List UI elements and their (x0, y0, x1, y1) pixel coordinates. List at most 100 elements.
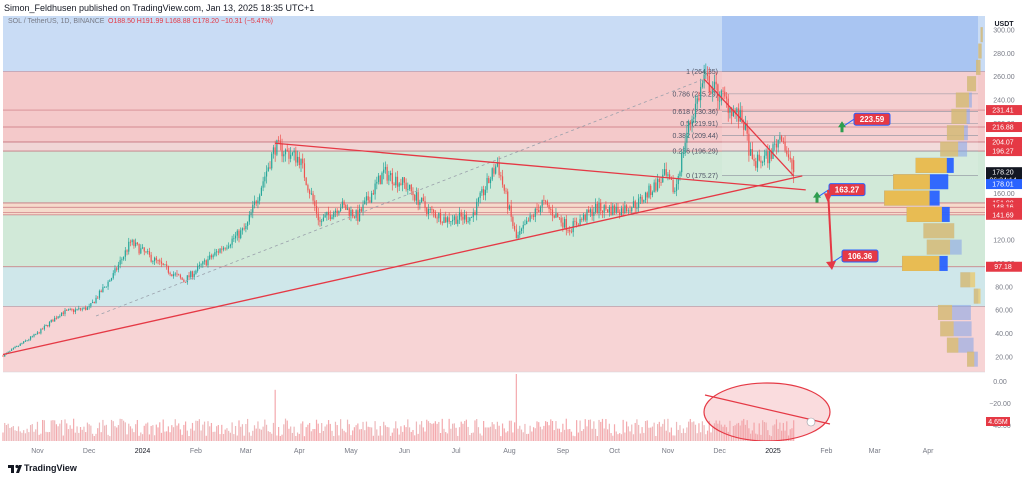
volume-bar (632, 434, 635, 441)
volume-bar (715, 420, 717, 441)
volume-bar (620, 434, 623, 441)
candle-body (59, 316, 61, 317)
volume-bar (317, 423, 319, 441)
candle-body (458, 212, 461, 220)
volume-bar (100, 432, 102, 441)
volume-bar (527, 433, 530, 441)
price-chart[interactable]: 1 (264.35)0.786 (245.29)0.618 (230.36)0.… (0, 14, 1024, 460)
volume-bar (153, 435, 156, 441)
candle-body (557, 213, 559, 218)
candle-body (791, 159, 793, 170)
volume-bar (538, 422, 540, 441)
candle-body (233, 238, 235, 240)
volume-bar (172, 427, 175, 441)
candle-body (660, 182, 662, 183)
candle-body (73, 309, 75, 312)
candle-body (558, 217, 561, 219)
candle-body (176, 273, 178, 275)
candle-body (298, 156, 300, 166)
volume-bar (71, 428, 73, 441)
volume-bar (250, 435, 252, 441)
candle-body (26, 340, 28, 342)
volume-bar (638, 424, 640, 441)
candle-body (784, 141, 786, 151)
candle-body (224, 247, 226, 249)
volume-bar (789, 429, 791, 441)
candle-body (333, 212, 335, 218)
volume-bar (7, 423, 9, 441)
volume-bar (222, 433, 225, 441)
candle-body (24, 340, 26, 342)
volume-bar (124, 422, 126, 441)
volume-bar (167, 426, 169, 441)
volume-bar (581, 430, 583, 441)
volume-bar (619, 433, 621, 441)
time-axis-label: Dec (83, 448, 96, 455)
volume-bar (663, 419, 666, 441)
ohlc-readout: O188.50 H191.99 L168.88 C178.20 −10.31 (… (108, 18, 273, 25)
candle-body (121, 259, 123, 261)
volume-bar (539, 426, 542, 441)
volume-bar (536, 421, 538, 441)
candle-body (772, 144, 774, 159)
candle-body (422, 197, 424, 201)
volume-bar (48, 432, 51, 441)
volume-bar (608, 423, 610, 441)
candle-body (16, 346, 18, 347)
fib-label: 0 (175.27) (686, 173, 718, 180)
volume-bar (426, 419, 428, 441)
candle-body (512, 216, 514, 227)
candle-body (479, 192, 481, 199)
candle-body (353, 216, 356, 218)
volume-bar (617, 434, 619, 441)
volume-bar (321, 423, 323, 441)
fib-label: 0.382 (209.44) (672, 133, 718, 140)
candle-body (781, 136, 783, 142)
candle-body (531, 215, 533, 217)
volume-bar (28, 432, 30, 441)
fib-label: 0.236 (196.29) (672, 149, 718, 156)
volume-bar (412, 429, 414, 441)
candle-body (141, 247, 144, 249)
candle-body (712, 89, 714, 94)
candle-body (748, 133, 750, 156)
volume-bar (705, 434, 707, 441)
volume-bar (420, 421, 423, 441)
candle-body (28, 339, 30, 341)
candle-body (241, 228, 244, 231)
volume-bar (450, 428, 452, 441)
candle-body (453, 216, 455, 220)
candle-body (98, 290, 101, 298)
candle-body (725, 96, 728, 99)
candle-body (216, 251, 218, 253)
volume-bar (147, 422, 149, 441)
volume-bar (236, 435, 238, 441)
volume-bar (467, 426, 469, 441)
volume-bar (260, 429, 262, 441)
candle-body (186, 275, 188, 283)
candle-body (710, 91, 712, 94)
time-axis-label: Apr (923, 448, 935, 455)
volume-bar (427, 421, 430, 441)
volume-bar (315, 419, 318, 441)
axis-tick-label: 280.00 (993, 51, 1015, 58)
volume-bar (693, 421, 695, 441)
candle-body (729, 107, 731, 113)
candle-body (340, 207, 342, 211)
volume-bar (520, 429, 523, 441)
volume-bar (262, 426, 264, 441)
tradingview-logo-icon[interactable] (8, 462, 22, 476)
volume-bar (9, 427, 11, 441)
volume-bar (650, 427, 652, 441)
volume-bar (276, 435, 278, 441)
volume-bar (43, 420, 45, 441)
vp-bar-up (960, 272, 976, 288)
volume-bar (622, 419, 624, 441)
candle-body (503, 184, 505, 191)
time-axis-label: Feb (820, 448, 832, 455)
volume-bar (226, 428, 228, 441)
candle-body (86, 307, 89, 310)
volume-bar (572, 435, 574, 441)
volume-bar (2, 432, 4, 441)
candle-body (429, 208, 431, 210)
